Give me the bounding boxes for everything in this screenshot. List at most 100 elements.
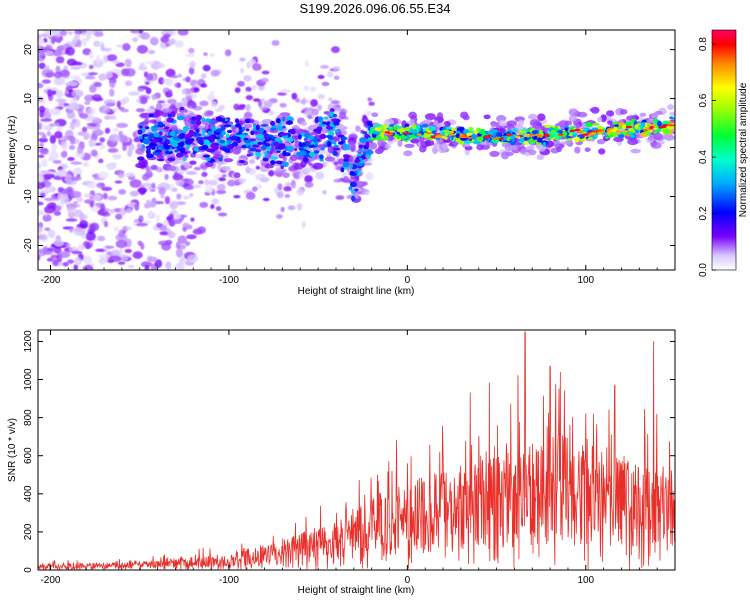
spectral-blob: [74, 34, 81, 39]
spectral-blob: [322, 190, 327, 195]
spectral-blob: [89, 201, 95, 208]
spectral-blob: [65, 46, 75, 56]
spectral-blob: [69, 204, 81, 208]
spectral-core: [327, 141, 332, 147]
spectral-halo: [433, 120, 439, 127]
spectral-blob: [116, 122, 129, 128]
spectral-core: [139, 123, 144, 126]
y-tick-label: -20: [23, 238, 34, 253]
spectral-blob: [41, 159, 48, 168]
spectral-core: [622, 131, 627, 135]
spectral-blob: [268, 169, 275, 177]
spectral-blob: [126, 207, 133, 214]
spectral-halo: [261, 118, 273, 124]
spectral-core: [164, 126, 170, 130]
spectral-blob: [166, 98, 177, 104]
spectral-blob: [303, 110, 313, 116]
spectral-halo: [627, 137, 639, 146]
spectral-blob: [83, 193, 93, 198]
spectrogram-frame: [37, 29, 676, 271]
spectral-blob: [52, 259, 59, 266]
spectral-core: [167, 157, 176, 162]
spectral-blob: [82, 48, 92, 56]
spectral-blob: [159, 231, 168, 236]
spectral-core: [370, 126, 375, 132]
spectral-core: [669, 116, 674, 120]
spectral-halo: [300, 120, 308, 127]
spectral-blob: [98, 73, 107, 81]
spectral-blob: [233, 195, 241, 199]
spectral-blob: [309, 86, 317, 93]
spectral-core: [136, 156, 145, 161]
spectral-blob: [70, 176, 82, 181]
spectral-blob: [118, 229, 126, 238]
spectral-core: [362, 131, 368, 135]
spectral-core: [329, 108, 335, 113]
spectral-halo: [563, 140, 571, 146]
spectral-halo: [596, 138, 606, 145]
spectral-halo: [404, 143, 415, 149]
spectral-blob: [252, 63, 262, 71]
spectral-halo: [462, 114, 470, 121]
spectral-blob: [82, 264, 94, 270]
spectrogram-x-ticks: -200 -100 0 100: [40, 30, 676, 286]
spectral-blob: [50, 143, 58, 153]
spectral-peak: [645, 126, 650, 130]
spectral-halo: [489, 150, 500, 158]
spectral-blob: [146, 168, 152, 176]
spectral-blob: [276, 214, 283, 219]
y-tick-label: 200: [23, 523, 34, 540]
spectral-blob: [52, 49, 63, 57]
spectral-blob: [74, 119, 81, 128]
spectral-core: [618, 134, 625, 139]
spectral-blob: [283, 186, 292, 192]
spectral-blob: [53, 77, 66, 86]
spectral-blob: [177, 30, 189, 36]
spectral-blob: [199, 201, 209, 208]
spectral-blob: [69, 139, 76, 145]
spectral-blob: [364, 191, 369, 196]
spectral-blob: [85, 231, 96, 241]
spectral-blob: [167, 231, 176, 239]
spectral-core: [463, 140, 472, 144]
spectral-core: [308, 151, 317, 158]
spectral-core: [275, 160, 283, 165]
spectral-blob: [49, 107, 61, 116]
spectral-blob: [100, 44, 105, 52]
spectral-blob: [62, 262, 69, 267]
spectral-blob: [147, 49, 156, 55]
spectral-blob: [98, 253, 111, 259]
spectral-core: [565, 138, 573, 141]
spectral-core: [356, 162, 364, 167]
spectral-blob: [102, 192, 108, 200]
spectral-blob: [296, 188, 305, 196]
spectral-halo: [264, 164, 274, 169]
spectral-core: [141, 133, 149, 137]
spectral-peak: [402, 132, 411, 135]
spectral-core: [396, 131, 400, 135]
spectral-core: [157, 145, 162, 149]
spectral-blob: [259, 176, 270, 183]
spectral-halo: [500, 151, 510, 160]
spectral-blob: [107, 148, 119, 153]
spectral-core: [445, 126, 453, 130]
spectral-blob: [200, 73, 207, 79]
spectral-blob: [238, 177, 246, 184]
spectral-peak: [449, 133, 455, 136]
spectral-blob: [216, 183, 226, 191]
spectral-blob: [189, 193, 194, 197]
spectral-core: [281, 161, 289, 168]
spectral-blob: [103, 221, 109, 228]
spectral-blob: [73, 201, 78, 205]
spectral-blob: [255, 165, 261, 170]
spectral-blob: [95, 54, 101, 63]
spectral-blob: [38, 254, 41, 261]
spectral-blob: [109, 115, 117, 120]
spectral-core: [342, 161, 350, 168]
y-tick-label: 400: [23, 485, 34, 502]
spectral-core: [374, 127, 382, 132]
spectral-blob: [210, 100, 218, 108]
spectral-halo: [206, 110, 214, 115]
